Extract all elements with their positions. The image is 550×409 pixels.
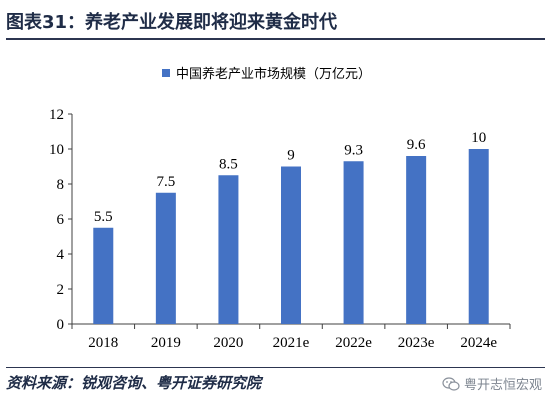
data-label: 10 — [471, 130, 486, 146]
bar — [406, 156, 427, 324]
data-label: 8.5 — [219, 156, 238, 172]
bar-series — [93, 149, 489, 324]
data-label: 9.3 — [344, 142, 363, 158]
page-title: 图表31：养老产业发展即将迎来黄金时代 — [6, 12, 338, 33]
y-tick-label: 12 — [49, 107, 64, 123]
bar — [281, 166, 301, 324]
watermark-text: 粤开志恒宏观 — [463, 378, 542, 393]
x-tick-label: 2022e — [335, 335, 372, 351]
x-tick-label: 2024e — [460, 335, 497, 351]
bar — [218, 175, 239, 324]
x-tick-label: 2021e — [273, 335, 310, 351]
data-label: 9.6 — [407, 137, 426, 153]
y-axis: 0 2 4 6 8 10 12 — [49, 107, 73, 333]
y-tick-label: 4 — [57, 247, 65, 263]
y-tick-label: 10 — [49, 142, 64, 158]
y-tick-label: 6 — [57, 212, 65, 228]
x-axis: 2018 2019 2020 2021e 2022e 2023e 2024e — [71, 323, 511, 351]
bar — [155, 192, 176, 324]
x-tick-label: 2020 — [213, 335, 243, 351]
y-tick-label: 2 — [57, 282, 65, 298]
bar — [468, 149, 489, 324]
watermark: 粤开志恒宏观 — [442, 374, 542, 393]
wechat-icon — [442, 376, 460, 391]
x-tick-label: 2023e — [398, 335, 435, 351]
source-divider — [6, 367, 545, 368]
data-label: 9 — [287, 148, 295, 164]
y-tick-label: 8 — [57, 177, 65, 193]
source-note: 资料来源：锐观咨询、粤开证券研究院 — [6, 374, 262, 392]
x-tick-label: 2019 — [151, 335, 181, 351]
chart-legend: 中国养老产业市场规模（万亿元） — [162, 66, 371, 82]
title-divider — [6, 38, 545, 40]
legend-label: 中国养老产业市场规模（万亿元） — [176, 66, 371, 82]
y-tick-label: 0 — [57, 317, 65, 333]
bar — [343, 161, 364, 324]
bar — [93, 227, 114, 324]
data-label: 7.5 — [156, 174, 175, 190]
data-label: 5.5 — [94, 209, 113, 225]
x-tick-label: 2018 — [88, 335, 118, 351]
data-labels: 5.5 7.5 8.5 9 9.3 9.6 10 — [94, 130, 486, 225]
legend-swatch — [162, 69, 170, 77]
